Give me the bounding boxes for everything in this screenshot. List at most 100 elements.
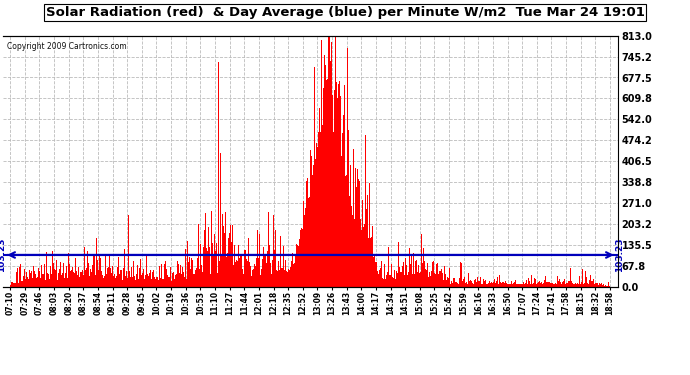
Bar xyxy=(264,256,265,287)
Bar xyxy=(298,246,299,287)
Bar xyxy=(250,276,252,287)
Bar xyxy=(520,284,521,287)
Text: 103.23: 103.23 xyxy=(0,238,6,272)
Bar xyxy=(320,132,321,287)
Bar xyxy=(552,283,553,287)
Bar xyxy=(111,273,112,287)
Bar xyxy=(558,281,559,287)
Bar xyxy=(482,284,483,287)
Bar xyxy=(445,274,446,287)
Bar xyxy=(409,248,410,287)
Bar xyxy=(191,258,193,287)
Bar xyxy=(289,270,290,287)
Bar xyxy=(190,269,191,287)
Bar xyxy=(105,255,106,287)
Bar xyxy=(589,280,590,287)
Bar xyxy=(571,281,572,287)
Bar xyxy=(391,274,393,287)
Bar xyxy=(148,276,149,287)
Bar xyxy=(224,233,225,287)
Bar xyxy=(67,273,68,287)
Bar xyxy=(365,135,366,287)
Bar xyxy=(211,211,212,287)
Bar xyxy=(305,208,306,287)
Bar xyxy=(592,281,593,287)
Bar xyxy=(575,284,576,287)
Bar xyxy=(73,272,75,287)
Bar xyxy=(19,267,20,287)
Bar xyxy=(602,284,604,287)
Bar xyxy=(209,247,210,287)
Bar xyxy=(345,176,346,287)
Bar xyxy=(419,273,420,287)
Bar xyxy=(384,264,385,287)
Bar xyxy=(356,187,357,287)
Bar xyxy=(167,274,168,287)
Bar xyxy=(29,270,30,287)
Bar xyxy=(266,263,267,287)
Bar xyxy=(17,268,19,287)
Bar xyxy=(433,261,434,287)
Bar xyxy=(159,266,160,287)
Bar xyxy=(442,273,443,287)
Bar xyxy=(166,269,167,287)
Bar xyxy=(66,266,67,287)
Bar xyxy=(231,242,232,287)
Bar xyxy=(506,284,507,287)
Bar xyxy=(285,232,286,287)
Bar xyxy=(462,281,463,287)
Bar xyxy=(258,258,259,287)
Bar xyxy=(385,279,386,287)
Bar xyxy=(444,267,445,287)
Bar xyxy=(40,278,41,287)
Bar xyxy=(396,271,397,287)
Bar xyxy=(338,84,339,287)
Bar xyxy=(198,224,199,287)
Bar xyxy=(226,257,227,287)
Bar xyxy=(601,284,602,287)
Bar xyxy=(34,270,35,287)
Bar xyxy=(121,280,123,287)
Bar xyxy=(449,268,450,287)
Bar xyxy=(438,274,439,287)
Bar xyxy=(507,284,508,287)
Bar xyxy=(279,245,280,287)
Bar xyxy=(293,264,294,287)
Bar xyxy=(400,272,401,287)
Bar xyxy=(576,284,578,287)
Bar xyxy=(164,264,165,287)
Bar xyxy=(160,278,161,287)
Bar xyxy=(375,262,376,287)
Bar xyxy=(282,268,283,287)
Bar xyxy=(537,284,538,287)
Bar xyxy=(554,284,555,287)
Bar xyxy=(223,226,224,287)
Bar xyxy=(549,282,550,287)
Bar xyxy=(143,269,144,287)
Bar xyxy=(556,284,557,287)
Bar xyxy=(276,270,277,287)
Bar xyxy=(344,86,345,287)
Bar xyxy=(364,224,365,287)
Bar xyxy=(477,278,478,287)
Bar xyxy=(68,253,69,287)
Bar xyxy=(355,168,356,287)
Bar xyxy=(197,258,198,287)
Bar xyxy=(404,275,405,287)
Bar xyxy=(586,278,587,287)
Bar xyxy=(390,274,391,287)
Bar xyxy=(607,286,608,287)
Bar xyxy=(80,272,81,287)
Bar xyxy=(432,262,433,287)
Bar xyxy=(407,275,408,287)
Bar xyxy=(248,237,249,287)
Bar xyxy=(373,258,374,287)
Bar xyxy=(153,270,154,287)
Bar xyxy=(538,282,539,287)
Bar xyxy=(578,284,579,287)
Bar xyxy=(342,133,343,287)
Bar xyxy=(311,156,312,287)
Bar xyxy=(286,271,287,287)
Bar xyxy=(254,264,255,287)
Bar xyxy=(420,272,421,287)
